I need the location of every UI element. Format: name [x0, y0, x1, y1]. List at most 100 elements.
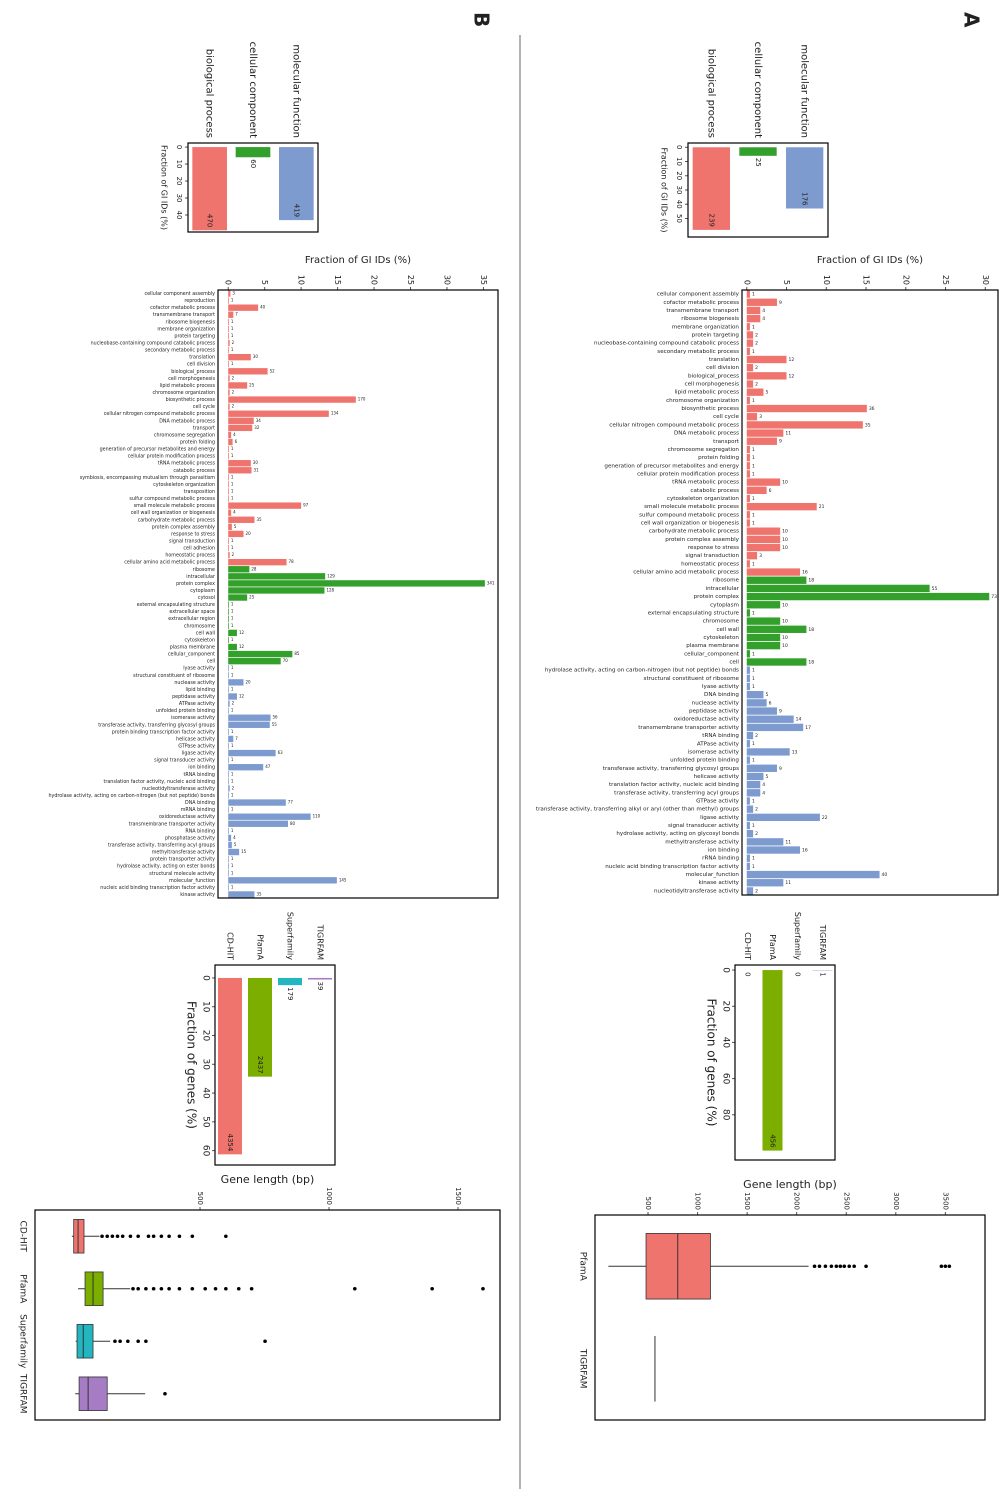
bar [746, 870, 880, 879]
category-label: biological process [204, 49, 215, 138]
count-label: 10 [782, 529, 788, 535]
outlier [213, 1286, 218, 1291]
count-label: 39 [316, 982, 324, 991]
bar [746, 617, 781, 625]
x-axis-label: Fraction of genes (%) [705, 999, 719, 1127]
count-label: 18 [808, 627, 814, 633]
bar [746, 592, 990, 601]
x-tick-label: 10 [675, 157, 683, 166]
count-label: 16 [802, 848, 808, 854]
bar [228, 841, 232, 849]
count-label: 1 [231, 361, 234, 366]
count-label: 1 [752, 349, 755, 355]
category-label: cell adhesion [183, 546, 215, 552]
outlier [146, 1234, 151, 1239]
count-label: 17 [805, 725, 811, 731]
category-label: ligase activity [182, 751, 215, 757]
bar [746, 511, 750, 519]
bar [228, 742, 229, 750]
bar [235, 147, 271, 158]
bar [228, 502, 302, 509]
count-label: 170 [358, 397, 366, 402]
bar [746, 404, 867, 413]
bar [746, 633, 781, 642]
count-label: 12 [239, 694, 245, 699]
bar [228, 855, 229, 863]
y-tick-label: 1000 [325, 1187, 333, 1205]
outlier [224, 1286, 228, 1291]
outlier [136, 1339, 140, 1344]
y-tick-label: 0 [224, 280, 233, 285]
count-label: 9 [779, 300, 782, 306]
count-label: 470 [206, 214, 214, 227]
category-label: sulfur compound metabolic process [129, 496, 215, 502]
bar [746, 674, 750, 683]
category-label: cellular amino acid metabolic process [124, 560, 215, 566]
bar [228, 884, 229, 891]
bar [228, 424, 253, 432]
count-label: 12 [239, 630, 245, 635]
category-label: intracellular [706, 586, 740, 592]
bar [746, 331, 754, 339]
bar [228, 594, 248, 601]
category-label: cellular component assembly [144, 291, 215, 297]
y-tick-label: 20 [901, 275, 910, 285]
count-label: 1 [752, 684, 755, 690]
bar [746, 879, 784, 887]
category-label: cellular component [247, 42, 258, 138]
category-label: cell wall organization or biogenesis [641, 521, 739, 527]
count-label: 12 [789, 357, 795, 363]
count-label: 9 [779, 709, 782, 715]
category-label: transferase activity, transferring acyl … [614, 790, 739, 796]
category-label: reproduction [184, 298, 215, 304]
panel-label: B [470, 12, 494, 27]
count-label: 1 [231, 319, 234, 324]
category-label: molecular_function [686, 872, 740, 878]
plot-frame [594, 1214, 986, 1421]
bar [228, 460, 251, 467]
bar [746, 437, 777, 445]
bar [746, 314, 761, 323]
count-label: 9 [779, 439, 782, 445]
category-label: cellular_component [168, 652, 215, 658]
category-label: nucleobase-containing compound catabolic… [594, 341, 739, 347]
category-label: cell wall organization or biogenesis [131, 510, 216, 516]
x-tick-label: 30 [175, 194, 183, 203]
bar [228, 679, 244, 686]
x-tick-label: 60 [721, 1073, 731, 1085]
bar [746, 625, 807, 633]
category-label: catabolic process [173, 468, 215, 474]
bar [746, 339, 754, 347]
bar [228, 375, 230, 382]
outlier [430, 1286, 434, 1291]
category-label: carbohydrate metabolic process [138, 517, 216, 523]
bar [746, 666, 750, 674]
category-label: signal transducer activity [668, 823, 740, 829]
count-label: 1 [231, 623, 234, 628]
category-label: chromosome [184, 623, 215, 629]
bar [746, 731, 754, 740]
y-tick-label: 10 [297, 275, 306, 285]
bar [228, 290, 231, 297]
bar [746, 462, 750, 470]
count-label: 5 [234, 842, 237, 847]
count-label: 1 [752, 471, 755, 477]
count-label: 7 [235, 312, 238, 317]
bar [746, 298, 777, 306]
bar [746, 421, 863, 429]
bar [228, 544, 229, 552]
count-label: 419 [292, 204, 300, 217]
y-tick-label: 5 [260, 280, 269, 285]
count-label: 0 [794, 972, 802, 976]
category-label: cellular_component [684, 651, 740, 657]
category-label: ribosome [193, 567, 215, 573]
bar [746, 854, 750, 862]
count-label: 1 [752, 758, 755, 764]
bar [746, 560, 750, 568]
count-label: 239 [707, 214, 715, 227]
category-label: sulfur compound metabolic process [639, 512, 739, 518]
count-label: 10 [782, 635, 788, 641]
category-label: lipid binding [186, 687, 216, 693]
y-tick-label: 0 [742, 280, 751, 285]
